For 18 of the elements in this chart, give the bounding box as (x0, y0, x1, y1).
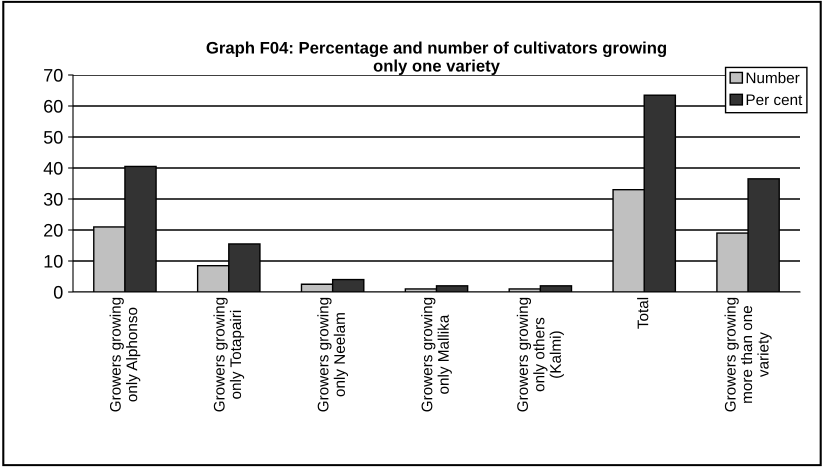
y-tick-label: 70 (44, 68, 63, 82)
legend-label: Number (746, 72, 800, 84)
x-tick-label: Growers growing only Alphonso (110, 298, 140, 412)
y-tick-label: 10 (44, 254, 63, 268)
y-tick-label: 0 (54, 286, 63, 299)
y-tick-label: 20 (44, 224, 63, 237)
y-tick-label: 40 (44, 162, 63, 175)
chart-title: Graph F04: Percentage and number of cultivators growing only one variety (206, 41, 666, 75)
x-tick-label: Growers growing only others (Kalmi) (516, 298, 564, 412)
x-tick-label: Growers growing more than one variety (724, 298, 772, 412)
legend-label: Per cent (746, 94, 802, 106)
x-tick-label: Growers growing only Mallika (421, 298, 452, 412)
y-tick-label: 30 (44, 192, 63, 206)
y-tick-label: 60 (44, 100, 63, 113)
y-tick-label: 50 (44, 130, 63, 144)
x-tick-label: Growers growing only Neelam (317, 298, 348, 412)
x-tick-label: Total (637, 298, 648, 329)
x-tick-label: Growers growing only Totapairi (213, 298, 244, 412)
